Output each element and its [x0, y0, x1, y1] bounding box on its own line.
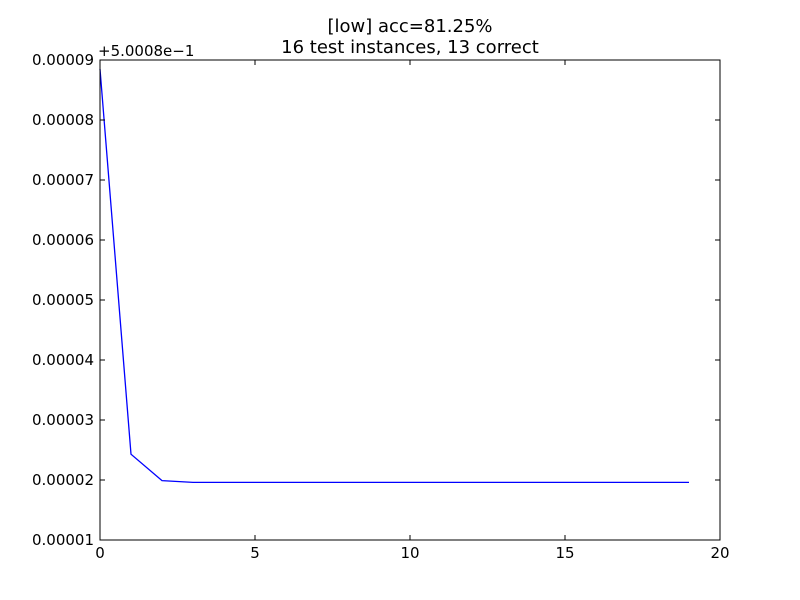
y-tick-label: 0.00008 — [32, 111, 94, 129]
x-tick-label: 10 — [400, 544, 419, 562]
chart-title-line-2: 16 test instances, 13 correct — [281, 37, 539, 58]
x-tick-label: 5 — [250, 544, 260, 562]
x-tick-label: 0 — [95, 544, 105, 562]
y-tick-label: 0.00006 — [32, 231, 94, 249]
chart-title-line-1: [low] acc=81.25% — [327, 16, 492, 37]
y-tick-label: 0.00001 — [32, 531, 94, 549]
plot-area: 0 5 10 15 20 0.00001 0.00002 0.00003 0.00004 0.00… — [32, 51, 730, 562]
series-line — [99, 68, 689, 484]
plot-frame — [99, 59, 721, 541]
x-tick-label: 15 — [555, 544, 574, 562]
y-axis-offset-label: +5.0008e−1 — [98, 42, 194, 60]
y-tick-label: 0.00007 — [32, 171, 94, 189]
y-tick-label: 0.00004 — [32, 351, 94, 369]
y-tick-label: 0.00005 — [32, 291, 94, 309]
y-tick-label: 0.00003 — [32, 411, 94, 429]
y-tick-label: 0.00002 — [32, 471, 94, 489]
x-tick-label: 20 — [710, 544, 729, 562]
y-tick-label: 0.00009 — [32, 51, 94, 69]
